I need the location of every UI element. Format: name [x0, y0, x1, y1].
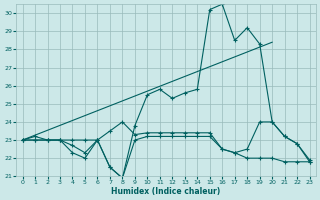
X-axis label: Humidex (Indice chaleur): Humidex (Indice chaleur) [111, 187, 221, 196]
